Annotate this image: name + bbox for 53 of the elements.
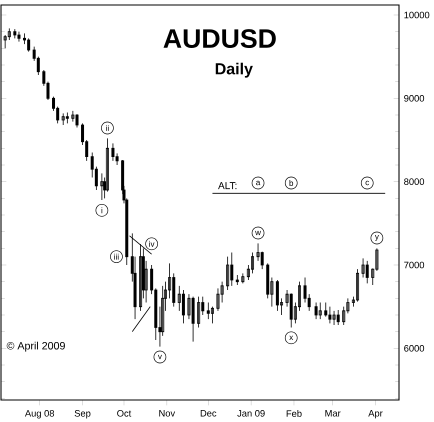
candlestick	[236, 274, 239, 286]
candlestick	[206, 302, 210, 320]
x-tick-label: Sep	[74, 410, 90, 419]
legend-label: ALT:	[218, 182, 236, 190]
annotation: b	[290, 180, 294, 186]
candlestick	[62, 112, 65, 126]
x-tick-label: Feb	[286, 410, 302, 417]
candlestick	[276, 280, 279, 312]
candlestick	[328, 306, 332, 324]
annotation: iv	[149, 240, 154, 247]
annotation: c	[366, 180, 370, 186]
candlestick	[314, 302, 318, 320]
candlestick	[66, 112, 69, 124]
candlestick	[366, 260, 369, 284]
candlestick	[111, 142, 114, 162]
y-tick-label: 7000	[404, 262, 424, 268]
candlestick	[356, 268, 360, 302]
candlestick	[336, 310, 340, 326]
annotation: x	[289, 336, 294, 340]
text: Daily	[216, 62, 253, 78]
candlestick	[226, 256, 230, 290]
x-tick-label: Jan 09	[237, 410, 265, 417]
x-tick-label: Oct	[117, 410, 132, 417]
candlestick	[13, 28, 16, 39]
candlestick	[318, 302, 322, 320]
annotation: y	[374, 235, 379, 241]
x-tick-label: Nov	[159, 410, 176, 417]
annotation: w	[255, 230, 261, 236]
candlestick	[210, 306, 214, 324]
candlestick	[197, 296, 200, 328]
candlestick	[17, 31, 20, 42]
annotation: a	[256, 180, 260, 186]
annotation: ii	[106, 125, 109, 131]
candlestick	[27, 38, 30, 52]
candlestick	[76, 114, 79, 128]
candlestick	[100, 172, 104, 200]
annotation: © April 2009	[6, 342, 65, 352]
text: AUDUSD	[164, 29, 276, 48]
x-tick-label: Mar	[325, 410, 341, 417]
candlestick	[192, 296, 195, 342]
x-tick-label: Dec	[200, 410, 216, 417]
candlestick	[332, 310, 336, 326]
annotation: iii	[114, 254, 119, 260]
x-tick-label: Aug 08	[24, 410, 54, 419]
y-tick-label: 10000	[404, 12, 430, 18]
x-tick-label: Apr	[368, 410, 383, 418]
candlestick	[182, 290, 185, 324]
annotation: v	[158, 354, 162, 360]
y-tick-label: 8000	[404, 178, 424, 185]
candlestick	[230, 252, 234, 286]
y-tick-label: 9000	[404, 95, 424, 102]
candlestick	[241, 272, 244, 284]
y-tick-label: 6000	[404, 345, 424, 352]
